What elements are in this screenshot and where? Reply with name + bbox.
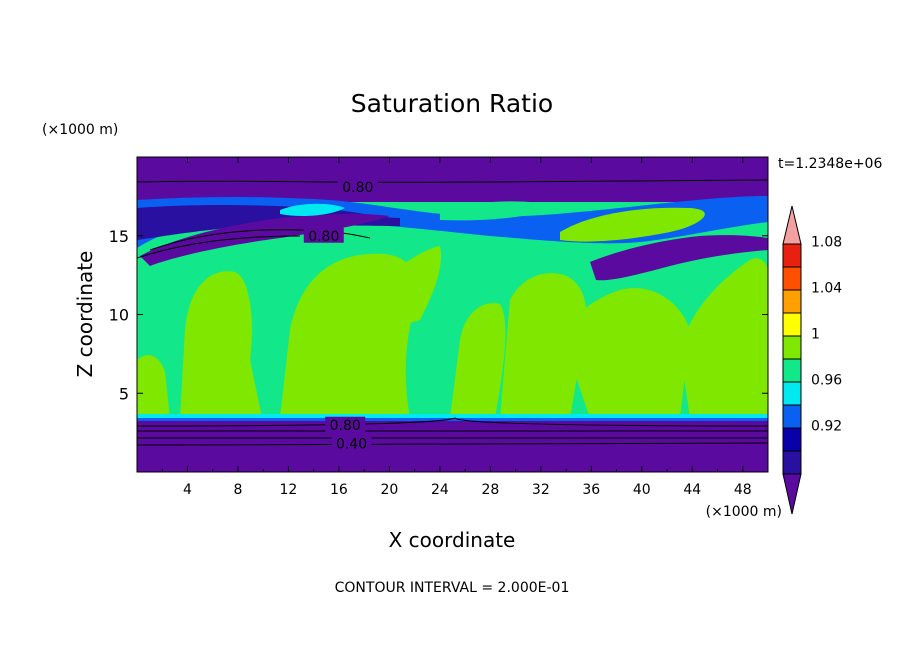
- y-tick-label: 15: [109, 227, 129, 246]
- field-plume-8: [137, 355, 170, 418]
- field-plume-5: [500, 273, 587, 418]
- chart-title: Saturation Ratio: [351, 89, 553, 118]
- colorbar: 0.92 0.96 1 1.04 1.08: [782, 205, 842, 515]
- field-upper-right-purple: [590, 235, 768, 281]
- colorbar-label: 1.08: [811, 235, 842, 251]
- x-tick-label: 48: [734, 482, 752, 498]
- contour-line-lower-4: [137, 442, 768, 446]
- x-tick-label: 32: [532, 482, 550, 498]
- contour-label: 0.80: [308, 229, 339, 245]
- x-tick-label: 44: [683, 482, 701, 498]
- x-tick-label: 16: [330, 482, 348, 498]
- field-top-dry-layer: [137, 157, 768, 202]
- field-bottom-dry-layer: [137, 421, 768, 472]
- colorbar-label: 1.04: [811, 281, 842, 297]
- contour-line-upper-2: [137, 235, 301, 259]
- x-axis-label: X coordinate: [389, 528, 516, 552]
- colorbar-label: 1: [811, 327, 820, 343]
- colorbar-label: 0.96: [811, 373, 842, 389]
- contour-line-upper: [149, 229, 371, 251]
- x-tick-label: 28: [481, 482, 499, 498]
- field-plume-6: [560, 288, 690, 418]
- field-plume-1: [180, 271, 262, 418]
- colorbar-swatch: [782, 335, 802, 360]
- field-upper-cyan-patch: [280, 203, 345, 216]
- colorbar-swatch: [782, 266, 802, 291]
- field-plume-4: [450, 303, 506, 418]
- colorbar-arrow-low: [782, 473, 802, 515]
- contour-line-lower-1: [137, 417, 768, 427]
- field-plume-3: [300, 246, 441, 334]
- contour-label-bg: [331, 435, 372, 451]
- colorbar-swatch: [782, 243, 802, 268]
- time-label: t=1.2348e+06: [778, 156, 882, 172]
- y-axis-ticks: 5 10 15: [109, 227, 768, 403]
- y-axis-label: Z coordinate: [73, 251, 97, 378]
- x-unit-label: (×1000 m): [706, 504, 782, 520]
- x-tick-label: 24: [431, 482, 449, 498]
- field-plume-7: [680, 258, 768, 418]
- colorbar-swatch: [782, 312, 802, 337]
- field-upper-green-patch-2: [560, 207, 705, 242]
- colorbar-swatch: [782, 381, 802, 406]
- contour-label: 0.80: [342, 180, 373, 196]
- contour-label-bg: [325, 416, 366, 432]
- colorbar-swatch: [782, 358, 802, 383]
- colorbar-swatch: [782, 404, 802, 429]
- field-upper-green-patch-1: [440, 201, 560, 221]
- y-tick-label: 5: [119, 384, 129, 403]
- contour-labels: 0.80 0.80 0.80 0.40: [303, 178, 378, 453]
- colorbar-swatch: [782, 427, 802, 452]
- contour-label: 0.80: [330, 418, 361, 434]
- colorbar-arrow-high: [782, 205, 802, 245]
- y-unit-label: (×1000 m): [42, 122, 118, 138]
- y-tick-label: 10: [109, 306, 129, 325]
- x-axis-ticks: 4 8 12 16 20 24 28 32 36 40 44 48: [161, 157, 752, 498]
- x-tick-label: 20: [380, 482, 398, 498]
- x-tick-label: 12: [280, 482, 298, 498]
- x-tick-label: 36: [582, 482, 600, 498]
- field-base-cyan-band: [137, 414, 768, 418]
- field-upper-purple-streak: [140, 213, 390, 266]
- contour-label-bg: [337, 178, 378, 194]
- plot-area: 0.80 0.80 0.80 0.40: [137, 157, 768, 472]
- colorbar-label: 0.92: [811, 419, 842, 435]
- x-tick-label: 4: [183, 482, 192, 498]
- contour-label-bg: [303, 227, 344, 243]
- footer-contour-interval: CONTOUR INTERVAL = 2.000E-01: [335, 580, 570, 596]
- colorbar-swatch: [782, 289, 802, 314]
- contour-label: 0.40: [336, 437, 367, 453]
- field-base-blue-band: [137, 418, 768, 421]
- x-tick-label: 40: [633, 482, 651, 498]
- colorbar-swatch: [782, 450, 802, 475]
- x-tick-label: 8: [233, 482, 242, 498]
